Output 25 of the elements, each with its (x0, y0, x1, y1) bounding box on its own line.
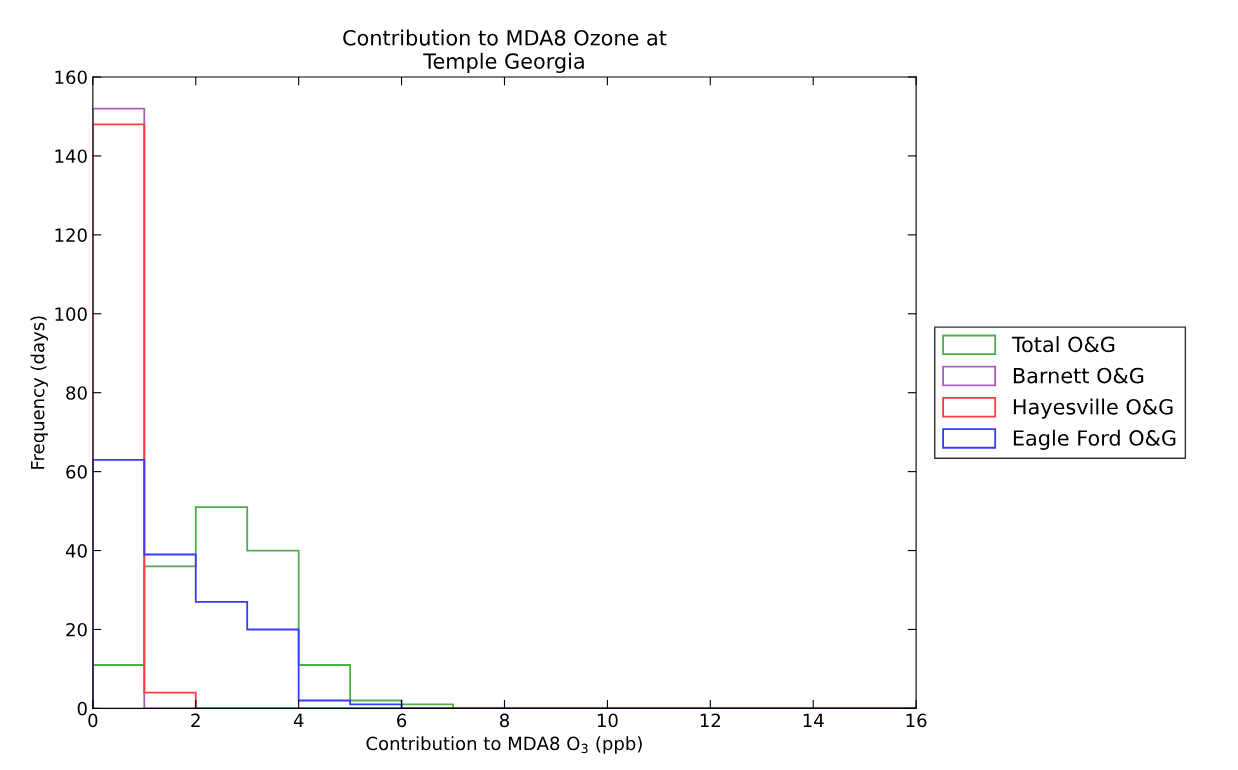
x-tick-label: 8 (499, 713, 509, 728)
x-tick-label: 2 (191, 713, 200, 727)
y-tick-label: 0 (77, 701, 87, 716)
x-tick-label: 4 (293, 713, 304, 727)
y-tick-label: 80 (66, 386, 87, 400)
x-tick-label: 0 (88, 713, 98, 728)
legend-label: Total O&G (1011, 336, 1115, 353)
chart-title: Contribution to MDA8 Ozone at Temple Georgia (343, 29, 667, 73)
y-tick-label: 140 (55, 149, 87, 164)
legend-label: Barnett O&G (1013, 367, 1144, 384)
x-axis-title: Contribution to MDA8 O$_{3}$ (ppb) (366, 736, 642, 754)
y-axis-title: Frequency (days) (30, 316, 48, 469)
y-tick-label: 120 (55, 228, 87, 242)
x-tick-label: 16 (906, 713, 927, 728)
y-tick-label: 40 (65, 544, 87, 558)
x-tick-label: 12 (700, 713, 720, 727)
y-tick-label: 160 (55, 70, 87, 85)
legend-label: Eagle Ford O&G (1013, 429, 1176, 450)
y-tick-label: 20 (66, 622, 87, 637)
y-tick-label: 100 (55, 307, 87, 321)
legend-label: Hayesville O&G (1013, 398, 1173, 419)
x-tick-label: 6 (397, 713, 407, 728)
x-tick-label: 14 (803, 713, 824, 727)
x-tick-label: 10 (597, 713, 618, 728)
y-tick-label: 60 (66, 465, 87, 479)
